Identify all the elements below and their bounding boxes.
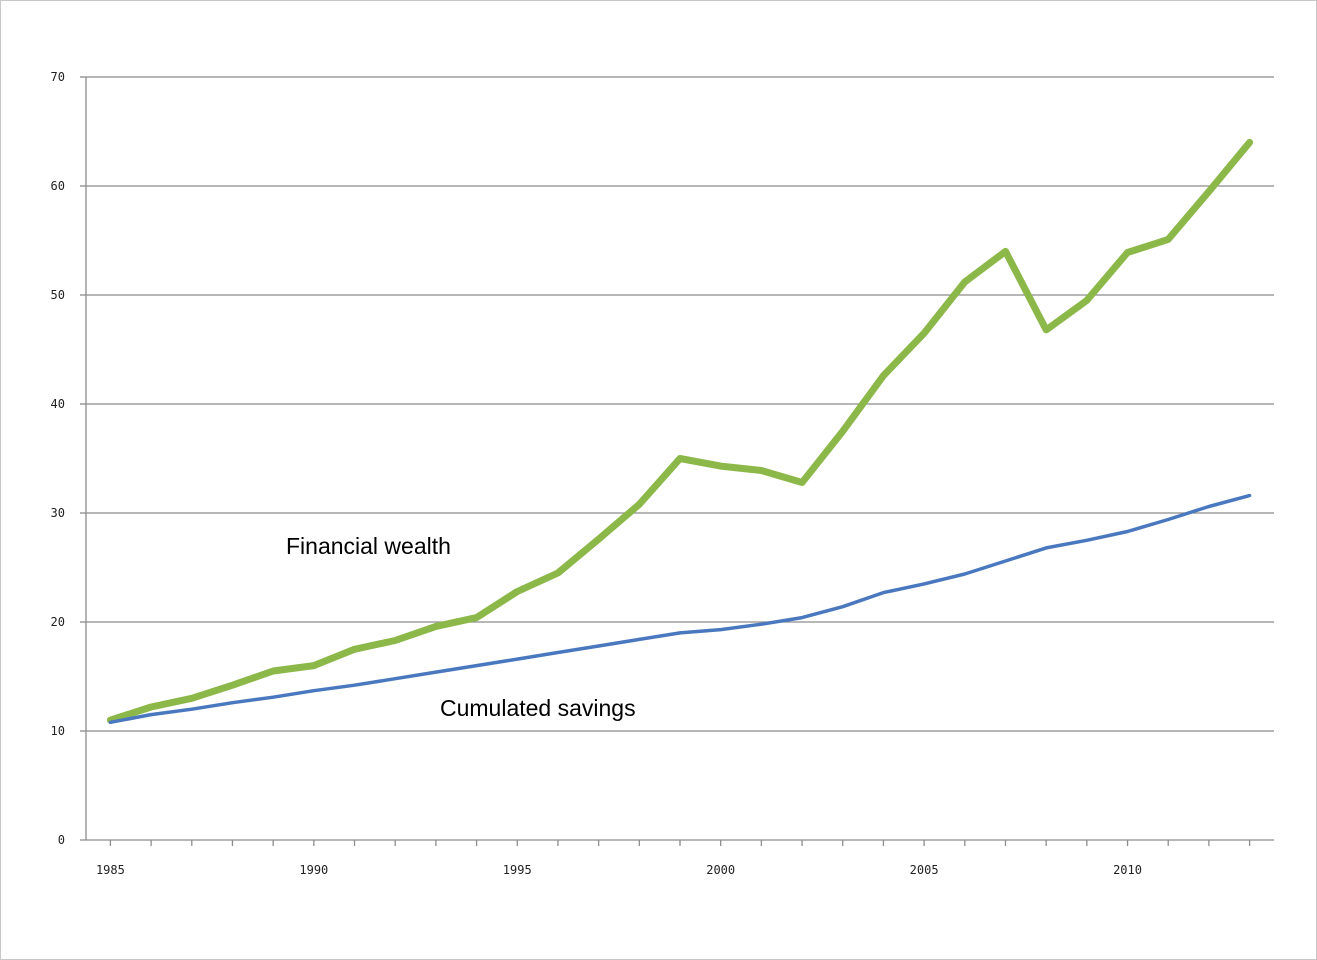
gridlines [86,76,1274,732]
y-tick-label: 10 [51,724,65,738]
axes [80,76,1274,846]
x-tick-label: 1995 [503,863,532,877]
y-axis-tick-labels: 0 10 20 30 40 50 60 70 [51,70,65,847]
series-line-cumulated-savings [108,493,1252,725]
x-tick-label: 2010 [1113,863,1142,877]
y-tick-label: 40 [51,397,65,411]
series-line-financial-wealth [106,138,1254,724]
x-tick-label: 2005 [910,863,939,877]
y-tick-label: 50 [51,288,65,302]
x-tick-label: 1990 [299,863,328,877]
y-tick-label: 0 [58,833,65,847]
x-tick-label: 1985 [96,863,125,877]
x-axis-tick-labels: 1985 1990 1995 2000 2005 2010 [96,863,1142,877]
series-lines [106,138,1254,725]
y-tick-label: 30 [51,506,65,520]
annotation-financial-wealth: Financial wealth [286,533,451,559]
y-tick-label: 20 [51,615,65,629]
x-tick-label: 2000 [706,863,735,877]
y-tick-label: 70 [51,70,65,84]
y-tick-label: 60 [51,179,65,193]
annotation-cumulated-savings: Cumulated savings [440,695,636,721]
